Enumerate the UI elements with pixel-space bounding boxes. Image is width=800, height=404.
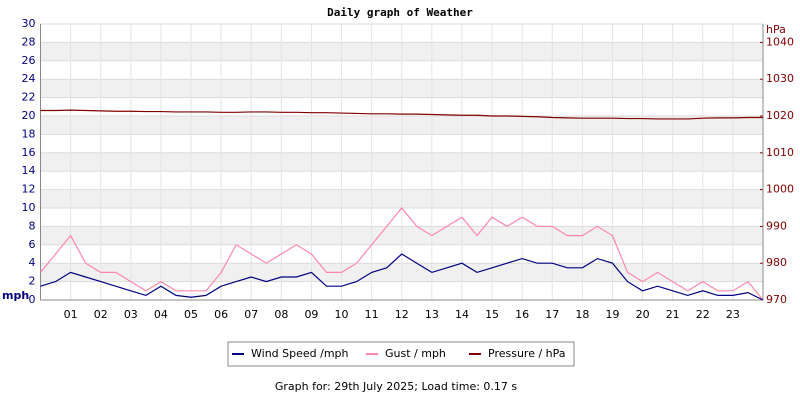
x-tick-label: 10 [335, 308, 349, 321]
x-tick-label: 12 [395, 308, 409, 321]
x-tick-label: 20 [636, 308, 650, 321]
x-tick-label: 09 [304, 308, 318, 321]
y-tick-label: 14 [22, 164, 36, 177]
x-tick-label: 11 [365, 308, 379, 321]
x-tick-label: 22 [696, 308, 710, 321]
x-tick-label: 01 [64, 308, 78, 321]
y-tick-label: 10 [22, 201, 36, 214]
y2-tick-label: 970 [766, 293, 787, 306]
y2-tick-label: 1020 [766, 109, 794, 122]
x-tick-label: 17 [545, 308, 559, 321]
x-tick-label: 03 [124, 308, 138, 321]
x-tick-label: 06 [214, 308, 228, 321]
legend-box [227, 341, 575, 367]
series-line [40, 253, 764, 301]
legend-label: Wind Speed /mph [251, 347, 349, 360]
y2-tick-label: 1000 [766, 183, 794, 196]
y-tick-label: 16 [22, 146, 36, 159]
x-tick-label: 13 [425, 308, 439, 321]
x-tick-label: 16 [515, 308, 529, 321]
y-tick-label: 26 [22, 54, 36, 67]
chart-title: Daily graph of Weather [327, 6, 473, 19]
y-tick-label: 4 [29, 256, 36, 269]
x-tick-label: 21 [666, 308, 680, 321]
legend: Wind Speed /mph Gust / mph Pressure / hPa [232, 347, 566, 360]
x-tick-label: 08 [274, 308, 288, 321]
x-tick-label: 02 [94, 308, 108, 321]
y2-tick-label: 1030 [766, 72, 794, 85]
y-tick-label: 18 [22, 127, 36, 140]
legend-label: Pressure / hPa [488, 347, 566, 360]
series-line [40, 109, 763, 120]
y2-tick-label: 980 [766, 256, 787, 269]
y-tick-label: 24 [22, 72, 36, 85]
y-tick-label: 6 [29, 238, 36, 251]
series-line [40, 207, 764, 301]
y-tick-label: 12 [22, 183, 36, 196]
y2-tick-label: 990 [766, 219, 787, 232]
y-axis-label: mph [2, 289, 29, 302]
x-tick-label: 04 [154, 308, 168, 321]
y-tick-label: 2 [29, 275, 36, 288]
y-tick-label: 8 [29, 219, 36, 232]
x-tick-label: 18 [575, 308, 589, 321]
y2-tick-label: 1010 [766, 146, 794, 159]
footer: Graph for: 29th July 2025; Load time: 0.… [275, 380, 518, 393]
x-tick-label: 05 [184, 308, 198, 321]
y2-axis-label: hPa [766, 23, 786, 36]
x-tick-label: 15 [485, 308, 499, 321]
x-tick-label: 19 [605, 308, 619, 321]
x-tick-label: 14 [455, 308, 469, 321]
y-tick-label: 28 [22, 35, 36, 48]
y-tick-label: 20 [22, 109, 36, 122]
x-tick-label: 23 [726, 308, 740, 321]
y-tick-label: 30 [22, 17, 36, 30]
x-tick-label: 07 [244, 308, 258, 321]
y-tick-label: 0 [29, 293, 36, 306]
y-tick-label: 22 [22, 91, 36, 104]
legend-label: Gust / mph [385, 347, 446, 360]
y2-tick-label: 1040 [766, 35, 794, 48]
